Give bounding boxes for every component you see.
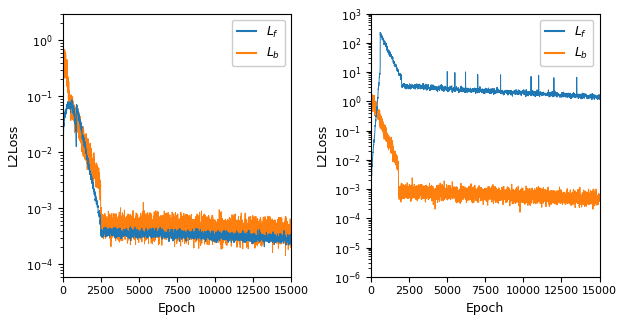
$L_f$	[368, 174, 375, 177]
$L_b$	[59, 36, 66, 40]
$L_b$	[595, 199, 603, 203]
Y-axis label: L2Loss: L2Loss	[316, 124, 328, 166]
$L_f$	[376, 31, 384, 34]
$L_b$	[368, 100, 375, 104]
$L_b$	[287, 228, 295, 232]
$L_f$	[162, 235, 169, 239]
$L_b$	[284, 223, 291, 227]
$L_b$	[264, 236, 271, 240]
$L_f$	[68, 98, 76, 102]
$L_f$	[205, 232, 212, 236]
$L_b$	[162, 220, 169, 224]
$L_b$	[205, 227, 212, 231]
$L_f$	[287, 237, 295, 241]
$L_b$	[593, 199, 600, 203]
$L_b$	[257, 239, 265, 243]
$L_b$	[516, 210, 524, 214]
$L_b$	[368, 92, 375, 96]
$L_f$	[593, 95, 600, 99]
$L_b$	[566, 196, 573, 200]
$L_f$	[368, 175, 375, 179]
$L_f$	[284, 234, 291, 238]
Legend: $L_f$, $L_b$: $L_f$, $L_b$	[540, 20, 593, 66]
$L_f$	[261, 245, 268, 249]
$L_f$	[59, 150, 66, 154]
$L_b$	[287, 237, 295, 241]
$L_f$	[264, 238, 271, 242]
Line: $L_b$: $L_b$	[62, 38, 291, 256]
$L_b$	[470, 192, 477, 195]
Line: $L_f$: $L_f$	[371, 33, 600, 177]
X-axis label: Epoch: Epoch	[466, 302, 504, 315]
Legend: $L_f$, $L_b$: $L_f$, $L_b$	[232, 20, 285, 66]
$L_b$	[572, 197, 580, 201]
$L_f$	[572, 94, 580, 98]
$L_f$	[513, 90, 520, 94]
$L_f$	[595, 94, 603, 98]
$L_f$	[257, 237, 265, 241]
$L_f$	[287, 238, 295, 242]
X-axis label: Epoch: Epoch	[158, 302, 196, 315]
$L_b$	[513, 195, 520, 199]
$L_f$	[596, 97, 603, 101]
$L_b$	[596, 197, 603, 201]
Line: $L_b$: $L_b$	[371, 94, 600, 212]
Y-axis label: L2Loss: L2Loss	[7, 124, 20, 166]
$L_f$	[566, 95, 573, 99]
$L_f$	[470, 89, 477, 93]
Line: $L_f$: $L_f$	[62, 100, 291, 247]
$L_b$	[282, 254, 290, 258]
